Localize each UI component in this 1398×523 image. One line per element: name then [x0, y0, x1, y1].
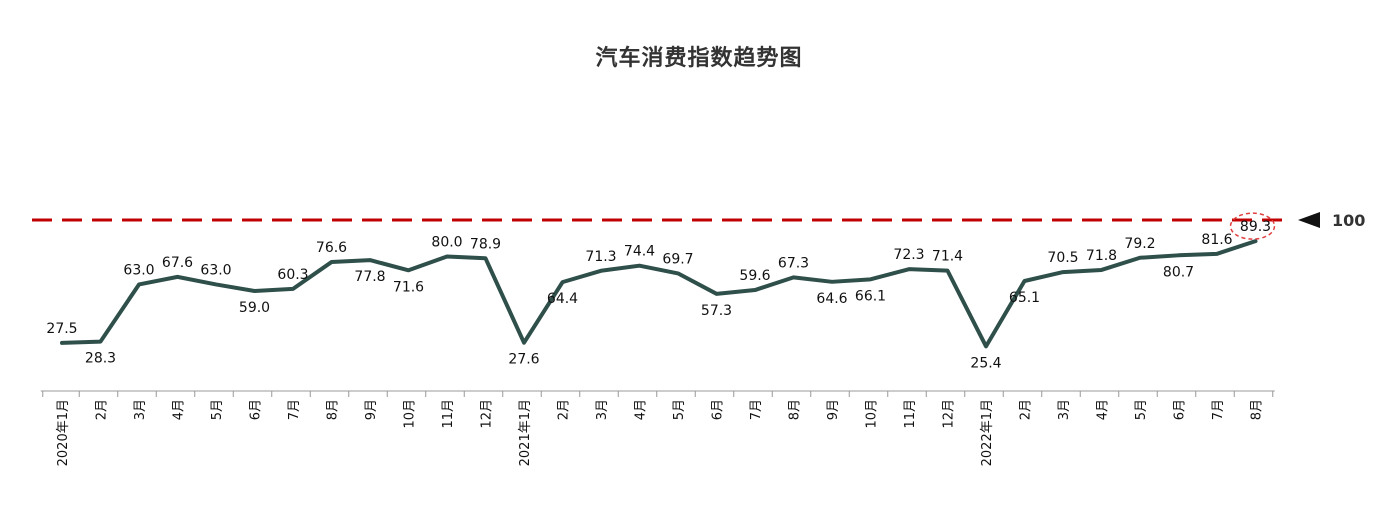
x-tick-label: 6月 [249, 399, 264, 420]
x-tick-label: 4月 [172, 399, 187, 420]
x-tick-label: 8月 [788, 399, 803, 420]
x-tick-label: 9月 [826, 399, 841, 420]
data-label: 70.5 [1047, 250, 1078, 266]
data-label: 60.3 [277, 267, 308, 283]
x-tick-label: 2022年1月 [980, 399, 995, 466]
data-label: 59.0 [239, 300, 270, 316]
x-tick-label: 2020年1月 [56, 399, 71, 466]
data-label: 80.0 [431, 234, 462, 250]
data-label: 64.4 [547, 291, 578, 307]
x-tick-label: 7月 [749, 399, 764, 420]
data-labels: 27.5 28.3 63.0 67.6 63.0 59.0 60.3 76.6 77.8 71.6… [46, 219, 1271, 371]
highlight-ellipse [1229, 212, 1276, 240]
x-tick-label: 5月 [210, 399, 225, 420]
data-label: 72.3 [893, 247, 924, 263]
x-tick-label: 8月 [1250, 399, 1265, 420]
x-tick-label: 3月 [133, 399, 148, 420]
data-label: 63.0 [123, 262, 154, 278]
chart-title: 汽车消费指数趋势图 [595, 46, 803, 71]
data-label: 27.5 [46, 321, 77, 337]
data-label: 67.6 [162, 255, 193, 271]
data-label: 81.6 [1201, 232, 1232, 248]
x-tick-label: 12月 [480, 399, 495, 429]
data-label: 27.6 [508, 352, 539, 368]
x-tick-label: 11月 [903, 399, 918, 429]
x-tick-label: 4月 [634, 399, 649, 420]
data-label: 67.3 [778, 255, 809, 271]
data-label: 71.4 [932, 249, 963, 265]
data-label: 66.1 [855, 288, 886, 304]
data-label: 80.7 [1163, 264, 1194, 280]
x-tick-label: 12月 [942, 399, 957, 429]
data-label: 63.0 [200, 262, 231, 278]
x-tick-label: 6月 [711, 399, 726, 420]
x-axis: 2020年1月 2月 3月 4月 5月 6月 7月 8月 9月 10月 11月 12月 2021年1月 2… [40, 390, 1275, 466]
x-tick-label: 5月 [1134, 399, 1149, 420]
data-label: 71.6 [393, 279, 424, 295]
x-tick-label: 7月 [287, 399, 302, 420]
data-label: 74.4 [624, 244, 655, 260]
x-tick-label: 10月 [403, 399, 418, 429]
data-label: 28.3 [85, 351, 116, 367]
data-label: 77.8 [354, 269, 385, 285]
data-label: 65.1 [1009, 290, 1040, 306]
series-line [60, 239, 1258, 349]
x-tick-label: 4月 [1096, 399, 1111, 420]
x-tick-label: 3月 [1057, 399, 1072, 420]
reference-arrow [1298, 212, 1320, 228]
data-label: 59.6 [739, 268, 770, 284]
x-tick-label: 2月 [1019, 399, 1034, 420]
data-label: 71.8 [1086, 248, 1117, 264]
x-tick-label: 6月 [1173, 399, 1188, 420]
data-label: 69.7 [662, 251, 693, 267]
x-tick-label: 9月 [364, 399, 379, 420]
data-label: 57.3 [701, 303, 732, 319]
x-tick-label: 2月 [557, 399, 572, 420]
data-label: 78.9 [470, 236, 501, 252]
x-tick-label: 11月 [441, 399, 456, 429]
x-tick-label: 5月 [672, 399, 687, 420]
data-label: 89.3 [1240, 219, 1271, 235]
data-label: 64.6 [816, 291, 847, 307]
x-tick-label: 2021年1月 [518, 399, 533, 466]
data-label: 76.6 [316, 240, 347, 256]
x-tick-label: 2月 [95, 399, 110, 420]
x-tick-label: 3月 [595, 399, 610, 420]
x-tick-label: 10月 [865, 399, 880, 429]
data-label: 71.3 [585, 249, 616, 265]
data-label: 25.4 [970, 355, 1001, 371]
data-label: 79.2 [1124, 236, 1155, 252]
reference-line-group: 100 [32, 211, 1365, 230]
x-tick-label: 7月 [1211, 399, 1226, 420]
highlight-group [1229, 212, 1276, 240]
x-tick-label: 8月 [326, 399, 341, 420]
reference-label: 100 [1332, 211, 1365, 230]
